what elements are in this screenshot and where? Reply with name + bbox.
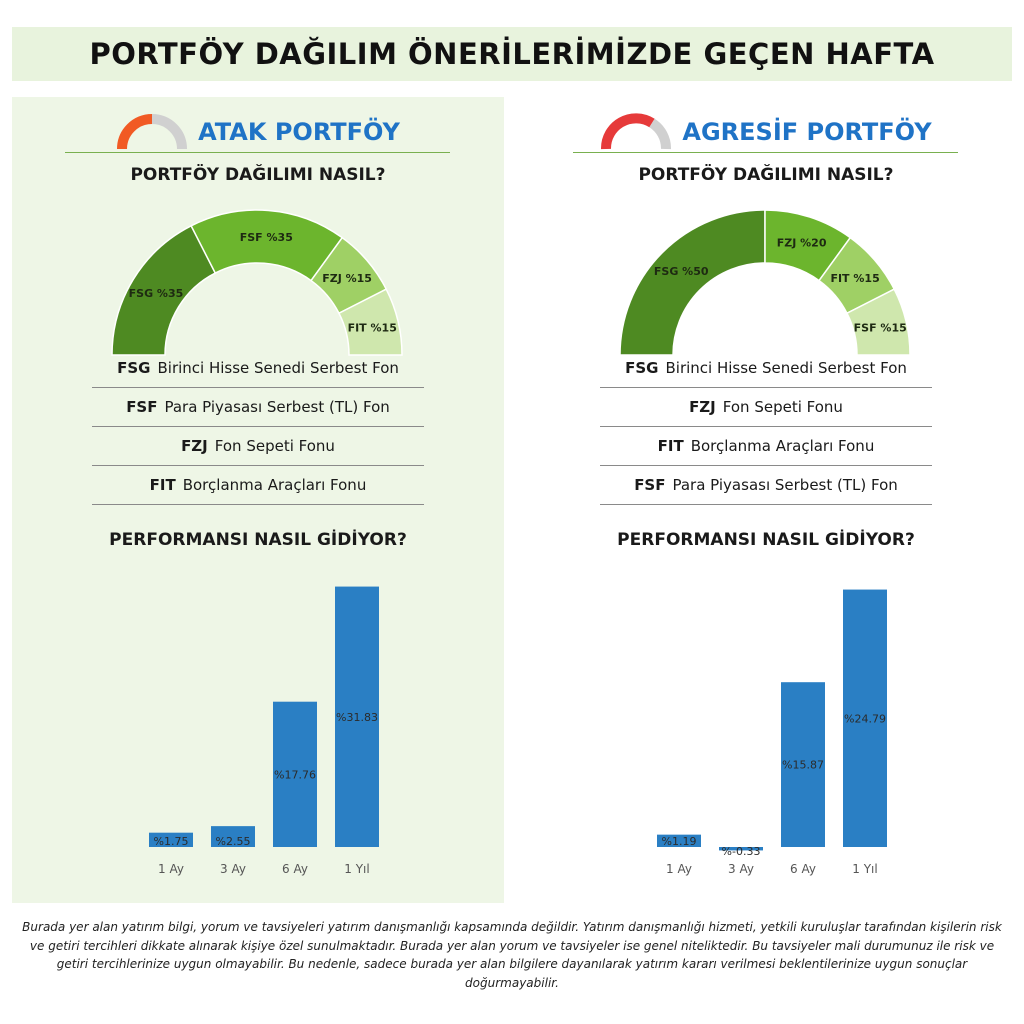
- title-divider: [65, 152, 450, 153]
- atak-portfolio-column: ATAK PORTFÖY PORTFÖY DAĞILIMI NASIL? FSG…: [12, 97, 504, 903]
- legal-disclaimer: Burada yer alan yatırım bilgi, yorum ve …: [22, 920, 1002, 990]
- donut-slice: [845, 288, 911, 356]
- fund-name: Birinci Hisse Senedi Serbest Fon: [157, 359, 399, 377]
- x-tick-label: 6 Ay: [282, 862, 308, 876]
- bar-data-label: %15.87: [782, 759, 824, 772]
- fund-name: Borçlanma Araçları Fonu: [690, 437, 875, 455]
- fund-code: FSF: [634, 476, 666, 494]
- portfolio-title: ATAK PORTFÖY: [198, 118, 400, 146]
- performance-bar: [335, 586, 379, 847]
- x-tick-label: 1 Ay: [158, 862, 184, 876]
- slice-label: FIT %15: [830, 272, 879, 285]
- bar-data-label: %31.83: [336, 711, 378, 724]
- fund-code: FZJ: [181, 437, 208, 455]
- allocation-semi-donut-chart: FSG %50 FZJ %20 FIT %15 FSF %15: [619, 209, 911, 356]
- page-title: PORTFÖY DAĞILIM ÖNERİLERİMİZDE GEÇEN HAF…: [89, 37, 935, 71]
- x-tick-label: 6 Ay: [790, 862, 816, 876]
- legend-row: FZJ Fon Sepeti Fonu: [92, 427, 424, 466]
- title-divider: [573, 152, 958, 153]
- legend-row: FIT Borçlanma Araçları Fonu: [600, 427, 932, 466]
- legend-row: FSG Birinci Hisse Senedi Serbest Fon: [92, 349, 424, 388]
- legend-row: FSF Para Piyasası Serbest (TL) Fon: [92, 388, 424, 427]
- fund-code: FIT: [657, 437, 684, 455]
- x-tick-label: 1 Yıl: [344, 862, 369, 876]
- legend-row: FZJ Fon Sepeti Fonu: [600, 388, 932, 427]
- performance-bar-chart: %1.75 1 Ay %2.55 3 Ay %17.76 6 Ay %31.83 1 Yıl: [149, 586, 379, 876]
- performance-bar: [719, 847, 763, 851]
- performance-bar: [211, 826, 255, 847]
- bar-data-label: %1.75: [154, 835, 189, 848]
- portfolio-header: ATAK PORTFÖY: [12, 112, 504, 152]
- allocation-semi-donut-chart: FSG %35 FSF %35 FZJ %15 FIT %15: [111, 209, 403, 356]
- performance-question: PERFORMANSI NASIL GİDİYOR?: [109, 530, 407, 550]
- legend-row: FSG Birinci Hisse Senedi Serbest Fon: [600, 349, 932, 388]
- x-tick-label: 1 Yıl: [852, 862, 877, 876]
- performance-bar: [273, 701, 317, 847]
- header-banner: PORTFÖY DAĞILIM ÖNERİLERİMİZDE GEÇEN HAF…: [12, 27, 1012, 81]
- fund-name: Para Piyasası Serbest (TL) Fon: [672, 476, 898, 494]
- fund-code: FSG: [625, 359, 659, 377]
- performance-bar: [149, 832, 193, 847]
- fund-legend: FSG Birinci Hisse Senedi Serbest Fon FSF P…: [92, 349, 424, 505]
- allocation-question: PORTFÖY DAĞILIMI NASIL?: [130, 165, 386, 185]
- x-tick-label: 3 Ay: [220, 862, 246, 876]
- performance-bar: [781, 682, 825, 847]
- fund-code: FSG: [117, 359, 151, 377]
- performance-bar: [657, 834, 701, 847]
- fund-code: FSF: [126, 398, 158, 416]
- fund-code: FZJ: [689, 398, 716, 416]
- fund-name: Birinci Hisse Senedi Serbest Fon: [665, 359, 907, 377]
- slice-label: FZJ %20: [777, 236, 827, 249]
- portfolio-header: AGRESİF PORTFÖY: [520, 112, 1012, 152]
- legend-row: FIT Borçlanma Araçları Fonu: [92, 466, 424, 505]
- legend-row: FSF Para Piyasası Serbest (TL) Fon: [600, 466, 932, 505]
- fund-name: Borçlanma Araçları Fonu: [182, 476, 367, 494]
- bar-data-label: %1.19: [662, 835, 697, 848]
- portfolio-title: AGRESİF PORTFÖY: [682, 118, 932, 146]
- performance-question: PERFORMANSI NASIL GİDİYOR?: [617, 530, 915, 550]
- fund-legend: FSG Birinci Hisse Senedi Serbest Fon FZJ F…: [600, 349, 932, 505]
- bar-data-label: %-0.33: [722, 845, 761, 858]
- bar-data-label: %17.76: [274, 768, 316, 781]
- slice-label: FSF %15: [854, 321, 907, 334]
- fund-code: FIT: [149, 476, 176, 494]
- slice-label: FSG %50: [654, 265, 709, 278]
- performance-bar-chart: %1.19 1 Ay %-0.33 3 Ay %15.87 6 Ay %24.79 1 Yıl: [657, 589, 887, 876]
- fund-name: Fon Sepeti Fonu: [722, 398, 843, 416]
- slice-label: FSG %35: [129, 287, 184, 300]
- agresif-portfolio-column: AGRESİF PORTFÖY PORTFÖY DAĞILIMI NASIL? …: [520, 97, 1012, 903]
- performance-bar: [843, 589, 887, 847]
- fund-name: Para Piyasası Serbest (TL) Fon: [164, 398, 390, 416]
- slice-label: FIT %15: [348, 321, 397, 334]
- x-tick-label: 3 Ay: [728, 862, 754, 876]
- gauge-icon: [117, 114, 188, 150]
- x-tick-label: 1 Ay: [666, 862, 692, 876]
- allocation-question: PORTFÖY DAĞILIMI NASIL?: [638, 165, 894, 185]
- slice-label: FSF %35: [240, 231, 293, 244]
- slice-label: FZJ %15: [322, 272, 372, 285]
- bar-data-label: %24.79: [844, 712, 886, 725]
- donut-slice: [619, 209, 766, 356]
- donut-slice: [337, 288, 403, 356]
- fund-name: Fon Sepeti Fonu: [214, 437, 335, 455]
- gauge-icon: [601, 113, 672, 150]
- bar-data-label: %2.55: [216, 835, 251, 848]
